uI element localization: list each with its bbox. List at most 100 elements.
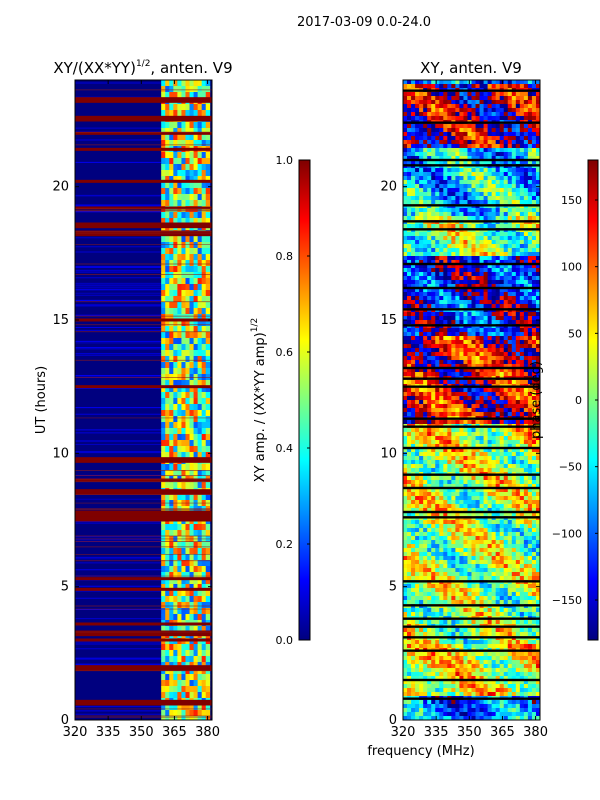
amp-cell	[193, 344, 199, 351]
phase-cell	[479, 296, 484, 301]
phase-cell	[411, 332, 416, 337]
phase-cell	[403, 340, 408, 345]
phase-cell	[423, 152, 428, 157]
phase-cell	[527, 280, 533, 285]
phase-cell	[463, 136, 468, 141]
phase-cell	[467, 248, 472, 253]
phase-cell	[403, 252, 408, 257]
amp-cell	[165, 152, 170, 159]
phase-cell	[415, 388, 420, 393]
amp-cell	[173, 152, 178, 159]
amp-cell	[173, 668, 178, 675]
phase-cell	[483, 132, 489, 137]
phase-cell	[519, 216, 525, 221]
phase-cell	[503, 484, 509, 489]
phase-cell	[475, 172, 480, 177]
phase-cell	[507, 476, 513, 481]
phase-cell	[511, 296, 517, 301]
phase-cell	[439, 292, 444, 297]
phase-cell	[507, 364, 513, 369]
amp-cell	[189, 302, 194, 309]
phase-cell	[443, 468, 448, 473]
phase-cell	[475, 156, 480, 161]
amp-cell	[197, 416, 203, 423]
phase-cell	[535, 352, 540, 357]
phase-cell	[435, 452, 440, 457]
phase-cell	[443, 156, 448, 161]
amp-xtick-label: 320	[63, 725, 88, 740]
amp-cell	[161, 542, 166, 549]
phase-cell	[519, 92, 525, 97]
phase-cell	[471, 248, 476, 253]
phase-cell	[423, 236, 428, 241]
phase-cell	[415, 340, 420, 345]
phase-cell	[507, 100, 513, 105]
amp-cell	[169, 164, 174, 171]
phase-cell	[519, 232, 525, 237]
phase-cell	[523, 80, 529, 85]
phase-cell	[467, 176, 472, 181]
phase-cell	[427, 100, 432, 105]
amp-cell	[165, 608, 170, 615]
phase-cell	[439, 176, 444, 181]
phase-cell	[459, 380, 464, 385]
phase-cell	[435, 144, 440, 149]
amp-cell	[173, 308, 178, 315]
amp-cell	[185, 128, 190, 135]
phase-cell	[491, 156, 497, 161]
phase-cell	[451, 80, 456, 85]
amp-cell	[189, 182, 194, 189]
amp-cell	[181, 614, 186, 621]
phase-cell	[447, 184, 452, 189]
phase-cell	[423, 480, 428, 485]
amp-cell	[165, 92, 170, 99]
amp-cell	[177, 326, 182, 333]
phase-cell	[459, 320, 464, 325]
phase-cell	[527, 480, 533, 485]
phase-cell	[443, 304, 448, 309]
amp-cell	[173, 302, 178, 309]
phase-cell	[531, 152, 537, 157]
amp-cell	[193, 530, 199, 537]
phase-cell	[507, 156, 513, 161]
phase-cell	[463, 108, 468, 113]
phase-cell	[443, 356, 448, 361]
amp-cell	[185, 482, 190, 489]
phase-cell	[439, 336, 444, 341]
phase-cell	[479, 232, 484, 237]
amp-axes-frame	[74, 79, 213, 721]
amp-cell	[185, 440, 190, 447]
phase-cell	[479, 292, 484, 297]
phase-cell	[499, 364, 505, 369]
phase-cell	[447, 100, 452, 105]
amp-cell	[193, 680, 199, 687]
amp-cell	[205, 422, 211, 429]
phase-cell	[443, 364, 448, 369]
phase-cell	[483, 460, 489, 465]
phase-cell	[427, 236, 432, 241]
phase-cell	[523, 212, 529, 217]
phase-cell	[475, 256, 480, 261]
phase-cell	[411, 356, 416, 361]
phase-cell	[407, 268, 412, 273]
phase-cell	[523, 436, 529, 441]
phase-cell	[419, 208, 424, 213]
amp-cell	[165, 290, 170, 297]
phase-cell	[423, 404, 428, 409]
phase-cell	[523, 256, 529, 261]
phase-cell	[475, 184, 480, 189]
phase-cell	[531, 380, 537, 385]
phase-cell	[503, 380, 509, 385]
amp-cell	[185, 122, 190, 129]
amp-cell	[205, 398, 211, 405]
amp-cell	[193, 608, 199, 615]
phase-cell	[443, 420, 448, 425]
phase-cell	[479, 400, 484, 405]
phase-cell	[515, 144, 521, 149]
phase-cell	[459, 128, 464, 133]
phase-cell	[535, 396, 540, 401]
phase-cell	[467, 444, 472, 449]
amp-cell	[181, 482, 186, 489]
amp-flagged-row	[75, 665, 212, 669]
phase-cell	[499, 488, 505, 493]
